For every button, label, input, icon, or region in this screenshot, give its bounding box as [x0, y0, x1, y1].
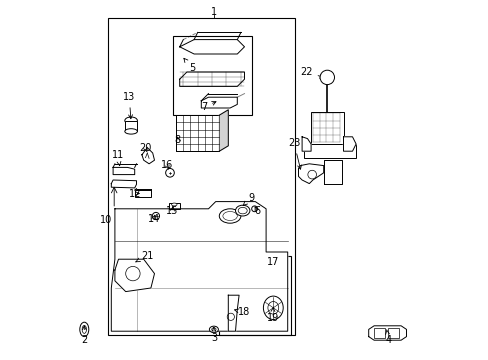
Bar	[124, 121, 137, 131]
Bar	[107, 18, 294, 335]
Circle shape	[251, 206, 257, 212]
Text: 8: 8	[175, 135, 181, 145]
Text: 22: 22	[300, 67, 323, 78]
Text: 15: 15	[166, 206, 178, 216]
Polygon shape	[343, 137, 355, 151]
Text: 16: 16	[161, 160, 173, 170]
Polygon shape	[111, 180, 136, 188]
Polygon shape	[219, 110, 228, 151]
Ellipse shape	[171, 203, 177, 206]
Text: 11: 11	[111, 150, 123, 166]
Polygon shape	[115, 259, 154, 292]
Polygon shape	[302, 137, 310, 151]
Bar	[168, 203, 179, 209]
Bar	[310, 112, 343, 144]
Text: 17: 17	[266, 257, 279, 267]
Ellipse shape	[80, 322, 89, 337]
Ellipse shape	[209, 326, 218, 333]
Text: 18: 18	[234, 307, 250, 318]
Polygon shape	[111, 202, 287, 331]
Text: 12: 12	[128, 189, 141, 199]
Text: 19: 19	[266, 307, 278, 323]
Text: 14: 14	[147, 214, 160, 224]
Polygon shape	[228, 295, 239, 331]
Bar	[176, 115, 219, 151]
Text: 20: 20	[139, 143, 151, 153]
Ellipse shape	[124, 117, 137, 124]
Ellipse shape	[124, 129, 137, 134]
Polygon shape	[179, 72, 244, 86]
Bar	[219, 256, 291, 335]
Text: 23: 23	[287, 138, 301, 169]
Bar	[373, 328, 384, 338]
Bar	[134, 190, 151, 197]
Circle shape	[152, 212, 159, 220]
Text: 21: 21	[136, 251, 153, 262]
Circle shape	[165, 168, 174, 177]
Text: 1: 1	[210, 6, 217, 17]
Text: 6: 6	[254, 206, 260, 216]
Text: 7: 7	[201, 102, 216, 112]
Bar	[172, 36, 251, 115]
Bar	[303, 144, 355, 158]
Text: 10: 10	[100, 215, 112, 225]
Ellipse shape	[263, 296, 283, 320]
Text: 4: 4	[385, 330, 391, 345]
Polygon shape	[142, 148, 154, 164]
Polygon shape	[298, 164, 323, 184]
Polygon shape	[323, 160, 341, 184]
Text: 9: 9	[243, 193, 254, 206]
Circle shape	[320, 70, 334, 85]
Text: 2: 2	[81, 326, 87, 345]
Polygon shape	[201, 97, 237, 108]
Polygon shape	[113, 167, 134, 175]
Bar	[387, 328, 399, 338]
Text: 5: 5	[183, 58, 195, 73]
Polygon shape	[368, 326, 406, 340]
Text: 3: 3	[210, 328, 217, 343]
Polygon shape	[179, 40, 244, 54]
Ellipse shape	[235, 205, 249, 216]
Text: 13: 13	[123, 92, 135, 119]
